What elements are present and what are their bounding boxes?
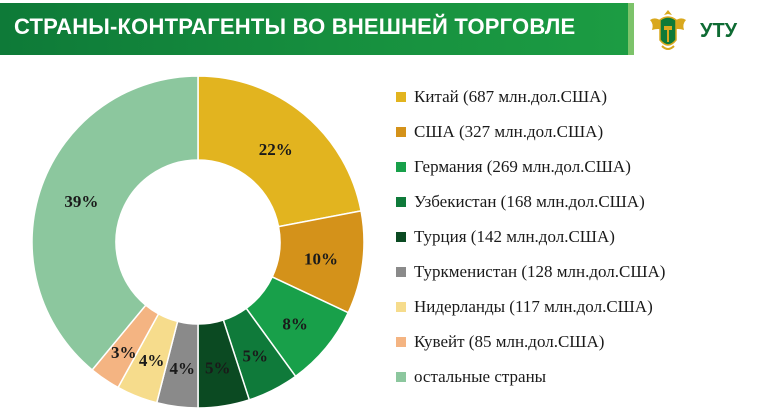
legend-swatch (396, 127, 406, 137)
legend-swatch (396, 337, 406, 347)
legend-swatch (396, 267, 406, 277)
legend-label: Германия (269 млн.дол.США) (414, 157, 631, 176)
legend-label: США (327 млн.дол.США) (414, 122, 604, 141)
legend-label: остальные страны (414, 367, 547, 386)
data-label: 4% (139, 351, 165, 370)
pie-slice (197, 75, 362, 228)
legend-item: США (327 млн.дол.США) (396, 119, 603, 145)
legend-swatch (396, 92, 406, 102)
legend-swatch (396, 372, 406, 382)
legend-swatch (396, 232, 406, 242)
data-label: 39% (64, 192, 98, 211)
legend-label: Туркменистан (128 млн.дол.США) (414, 262, 666, 281)
data-label: 8% (282, 314, 308, 333)
data-label: 5% (205, 358, 231, 377)
data-label: 4% (169, 359, 195, 378)
legend-label: Китай (687 млн.дол.США) (414, 87, 608, 106)
title-bar: СТРАНЫ-КОНТРАГЕНТЫ ВО ВНЕШНЕЙ ТОРГОВЛЕ (0, 3, 628, 55)
data-label: 10% (304, 250, 338, 269)
legend-item: Кувейт (85 млн.дол.США) (396, 329, 604, 355)
title-stripe (628, 3, 634, 55)
pie-slice (31, 75, 199, 371)
legend-label: Турция (142 млн.дол.США) (414, 227, 615, 246)
data-label: 3% (111, 343, 137, 362)
legend-item: Туркменистан (128 млн.дол.США) (396, 259, 665, 285)
data-label: 5% (242, 346, 268, 365)
legend-swatch (396, 197, 406, 207)
header: СТРАНЫ-КОНТРАГЕНТЫ ВО ВНЕШНЕЙ ТОРГОВЛЕ У… (0, 0, 760, 62)
legend-item: Китай (687 млн.дол.США) (396, 84, 607, 110)
legend-label: Узбекистан (168 млн.дол.США) (414, 192, 645, 211)
legend-swatch (396, 302, 406, 312)
legend-item: Турция (142 млн.дол.США) (396, 224, 615, 250)
logo-text: УТУ (700, 20, 738, 42)
eagle-emblem-icon (650, 10, 686, 50)
data-label: 22% (259, 140, 293, 159)
page-title: СТРАНЫ-КОНТРАГЕНТЫ ВО ВНЕШНЕЙ ТОРГОВЛЕ (14, 14, 576, 39)
legend-item: Нидерланды (117 млн.дол.США) (396, 294, 653, 320)
legend-swatch (396, 162, 406, 172)
legend-label: Кувейт (85 млн.дол.США) (414, 332, 605, 351)
legend-item: остальные страны (396, 364, 546, 390)
legend-item: Узбекистан (168 млн.дол.США) (396, 189, 645, 215)
legend-label: Нидерланды (117 млн.дол.США) (414, 297, 653, 316)
donut-chart: 22%10%8%5%5%4%4%3%39% (31, 75, 365, 409)
legend-item: Германия (269 млн.дол.США) (396, 154, 631, 180)
